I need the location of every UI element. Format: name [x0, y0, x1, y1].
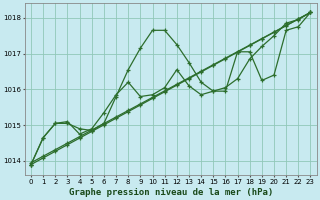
X-axis label: Graphe pression niveau de la mer (hPa): Graphe pression niveau de la mer (hPa)	[68, 188, 273, 197]
